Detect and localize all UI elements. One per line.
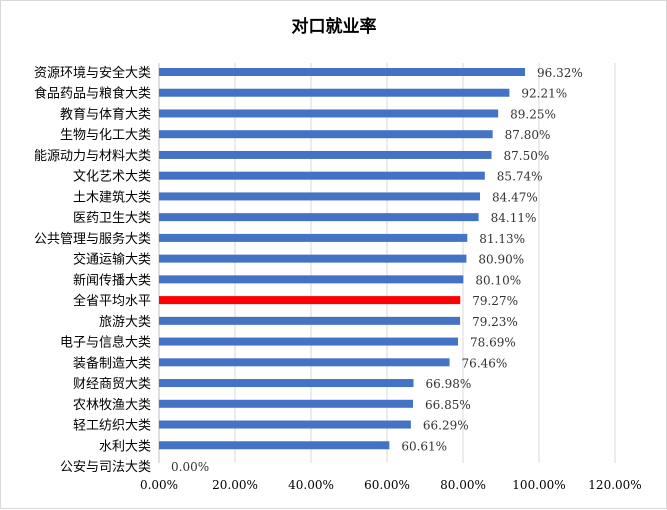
x-tick-label: 60.00% — [364, 478, 410, 492]
data-label: 81.13% — [479, 232, 525, 246]
bar — [159, 337, 459, 346]
data-label: 87.50% — [504, 149, 550, 163]
data-label: 89.25% — [510, 107, 556, 121]
category-label: 食品药品与粮食大类 — [34, 86, 151, 102]
bar — [159, 233, 468, 242]
category-label: 能源动力与材料大类 — [34, 149, 151, 164]
bar — [159, 275, 464, 284]
data-label: 80.10% — [475, 273, 521, 287]
data-label: 78.69% — [470, 336, 516, 350]
category-label: 旅游大类 — [99, 315, 151, 330]
bar — [159, 296, 461, 305]
bar — [159, 213, 479, 222]
category-label: 农林牧渔大类 — [73, 398, 151, 413]
category-label: 文化艺术大类 — [73, 170, 151, 185]
category-label: 教育与体育大类 — [60, 106, 151, 122]
category-label: 公共管理与服务大类 — [34, 231, 151, 247]
data-label: 80.90% — [478, 253, 524, 267]
bar — [159, 358, 450, 367]
bar — [159, 150, 492, 159]
data-label: 66.98% — [426, 377, 472, 391]
category-label: 生物与化工大类 — [60, 128, 151, 143]
category-label: 医药卫生大类 — [73, 211, 151, 226]
data-label: 60.61% — [401, 439, 447, 453]
bar — [159, 254, 467, 263]
category-label: 电子与信息大类 — [60, 335, 151, 351]
category-label: 新闻传播大类 — [73, 272, 151, 288]
data-label: 66.29% — [423, 419, 469, 433]
x-tick-label: 80.00% — [440, 478, 486, 492]
data-label: 79.23% — [472, 315, 518, 329]
bar — [159, 68, 526, 76]
x-tick-label: 20.00% — [212, 478, 258, 492]
bar — [159, 420, 411, 429]
bar — [159, 379, 414, 388]
data-label: 76.46% — [462, 356, 508, 370]
category-label: 土木建筑大类 — [73, 189, 151, 205]
bar — [159, 192, 480, 201]
x-tick-label: 40.00% — [288, 478, 334, 492]
bar — [159, 130, 493, 139]
category-label: 水利大类 — [99, 439, 151, 454]
data-label: 84.11% — [491, 211, 537, 225]
data-label: 66.85% — [425, 398, 471, 412]
category-label: 交通运输大类 — [73, 252, 151, 268]
category-label: 财经商贸大类 — [73, 377, 151, 392]
data-label: 96.32% — [537, 66, 583, 80]
data-label: 87.80% — [505, 128, 551, 142]
bar — [159, 399, 414, 408]
chart-title: 对口就业率 — [292, 16, 377, 37]
data-label: 84.47% — [492, 190, 538, 204]
data-label: 0.00% — [171, 460, 209, 474]
bar — [159, 88, 510, 97]
data-label: 85.74% — [497, 170, 543, 184]
x-tick-label: 0.00% — [140, 478, 178, 492]
category-label: 资源环境与安全大类 — [34, 65, 151, 81]
category-label: 装备制造大类 — [73, 355, 151, 371]
bar — [159, 109, 499, 118]
bar — [159, 316, 461, 325]
category-label: 公安与司法大类 — [60, 460, 151, 475]
x-tick-label: 120.00% — [588, 478, 641, 492]
category-label: 全省平均水平 — [73, 293, 151, 309]
bar — [159, 441, 390, 450]
bar — [159, 171, 485, 180]
data-label: 79.27% — [472, 294, 518, 308]
category-label: 轻工纺织大类 — [73, 419, 151, 434]
x-tick-label: 100.00% — [512, 478, 565, 492]
data-label: 92.21% — [521, 87, 567, 101]
